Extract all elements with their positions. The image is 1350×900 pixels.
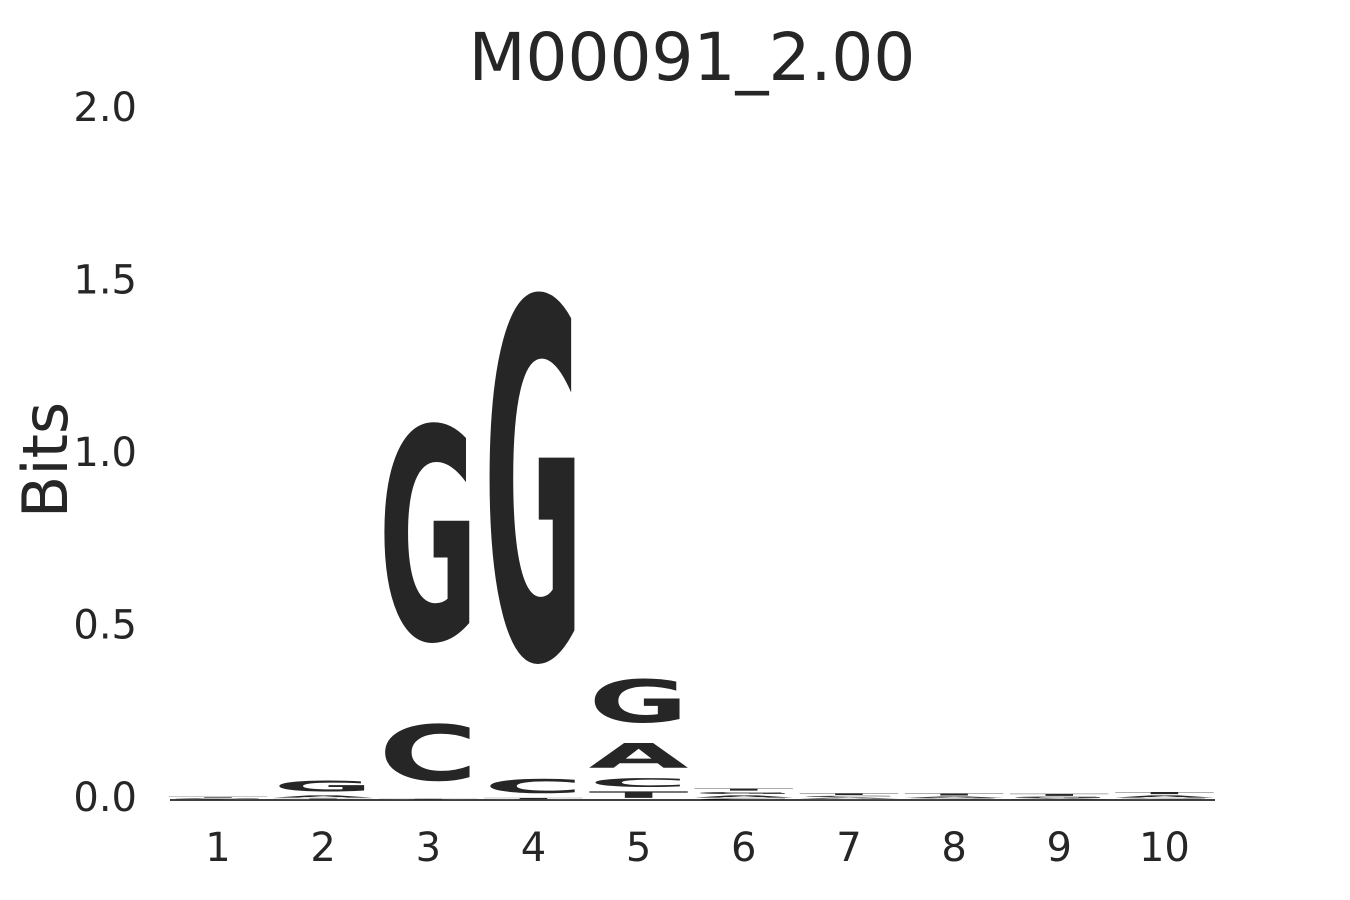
letter-glyph: T: [378, 799, 478, 800]
letter-glyph: G: [168, 798, 268, 799]
letter-glyph: G: [273, 778, 373, 795]
letter-glyph: G: [904, 798, 1004, 799]
letter-glyph: A: [1114, 795, 1214, 798]
letter-glyph: T: [1009, 793, 1109, 796]
letter-glyph: C: [1114, 799, 1214, 800]
letter-glyph: G: [1114, 798, 1214, 799]
x-tick-label: 10: [1139, 825, 1190, 871]
y-axis-label: Bits: [9, 402, 82, 518]
letter-glyph: C: [904, 799, 1004, 800]
x-tick-label: 1: [205, 825, 230, 871]
letter-glyph: T: [904, 793, 1004, 796]
letter-glyph: T: [484, 798, 584, 800]
y-tick-label: 0.5: [73, 603, 137, 649]
letter-glyph: A: [378, 799, 478, 800]
letter-glyph: C: [273, 799, 373, 800]
letter-glyph: G: [589, 667, 689, 736]
y-tick-label: 1.0: [73, 430, 137, 476]
chart-title: M00091_2.00: [469, 19, 916, 96]
letter-glyph: G: [1009, 797, 1109, 799]
letter-glyph: C: [799, 796, 899, 798]
x-tick-label: 9: [1047, 825, 1072, 871]
letter-glyph: C: [1009, 799, 1109, 800]
letter-glyph: G: [378, 367, 478, 708]
y-tick-label: 1.5: [73, 258, 137, 304]
letter-glyph: A: [484, 799, 584, 800]
letter-glyph: T: [589, 790, 689, 800]
x-tick-label: 4: [521, 825, 546, 871]
letter-glyph: T: [694, 788, 794, 791]
x-tick-label: 6: [731, 825, 756, 871]
letter-glyph: C: [168, 799, 268, 800]
letter-glyph: A: [904, 796, 1004, 798]
letter-glyph: G: [484, 200, 584, 774]
x-tick-label: 3: [416, 825, 441, 871]
letter-glyph: C: [589, 776, 689, 790]
x-tick-label: 2: [310, 825, 335, 871]
letter-glyph: A: [799, 797, 899, 799]
letter-glyph: A: [589, 736, 689, 776]
letter-glyph: A: [273, 795, 373, 798]
letter-glyph: G: [799, 799, 899, 800]
x-tick-label: 7: [836, 825, 861, 871]
x-tick-label: 5: [626, 825, 651, 871]
letter-glyph: T: [799, 793, 899, 796]
letter-glyph: C: [694, 798, 794, 800]
letter-glyph: A: [1009, 798, 1109, 799]
letter-glyph: C: [484, 775, 584, 797]
letter-glyph: G: [694, 791, 794, 794]
y-tick-label: 0.0: [73, 775, 137, 821]
y-tick-label: 2.0: [73, 85, 137, 131]
letter-glyph: A: [168, 799, 268, 800]
letter-glyph: T: [1114, 791, 1214, 794]
letter-glyph: T: [273, 798, 373, 799]
letter-glyph: T: [168, 797, 268, 798]
x-tick-label: 8: [941, 825, 966, 871]
letter-glyph: C: [378, 709, 478, 799]
letter-glyph: A: [694, 795, 794, 798]
